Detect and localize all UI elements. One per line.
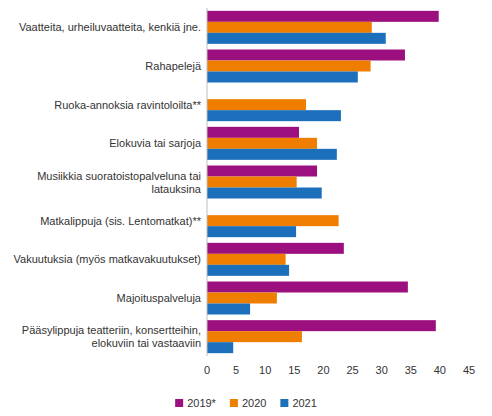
- tick-label: 30: [376, 364, 388, 376]
- bar: [207, 320, 436, 331]
- legend-label: 2020: [242, 397, 266, 409]
- category-label: Vaatteita, urheiluvaatteita, kenkiä jne.: [19, 21, 201, 33]
- bar: [207, 226, 296, 237]
- legend: 2019* 2020 2021: [175, 397, 317, 409]
- tick-label: 10: [259, 364, 271, 376]
- chart: Vaatteita, urheiluvaatteita, kenkiä jne.…: [0, 0, 492, 416]
- bar: [207, 293, 277, 304]
- tick-label: 15: [288, 364, 300, 376]
- category-label: Musiikkia suoratoistopalveluna tailatauk…: [37, 170, 202, 195]
- bar: [207, 61, 371, 72]
- bar: [207, 110, 341, 121]
- bar: [207, 11, 439, 22]
- bar: [207, 215, 339, 226]
- tick-label: 20: [317, 364, 329, 376]
- bar: [207, 149, 337, 160]
- bar: [207, 22, 372, 33]
- bar: [207, 72, 358, 83]
- category-label: Majoituspalveluja: [117, 292, 202, 304]
- bar: [207, 331, 302, 342]
- category-axis: [207, 8, 208, 356]
- tick-label: 0: [204, 364, 210, 376]
- bar: [207, 99, 306, 110]
- category-label: Matkalippuja (sis. Lentomatkat)**: [40, 215, 202, 227]
- bar: [207, 282, 408, 293]
- tick-label: 35: [405, 364, 417, 376]
- category-label: Ruoka-annoksia ravintoloilta**: [54, 99, 201, 111]
- bar: [207, 254, 286, 265]
- bar: [207, 50, 405, 61]
- legend-swatch: [280, 399, 288, 407]
- bar: [207, 342, 233, 353]
- bar: [207, 127, 299, 138]
- legend-swatch: [230, 399, 238, 407]
- legend-swatch: [175, 399, 183, 407]
- bar: [207, 138, 317, 149]
- legend-label: 2021: [292, 397, 316, 409]
- category-label: Rahapelejä: [145, 60, 202, 72]
- category-label: Vakuutuksia (myös matkavakuutukset): [14, 253, 201, 265]
- tick-label: 25: [346, 364, 358, 376]
- legend-label: 2019*: [187, 397, 216, 409]
- category-label: Pääsylippuja teatteriin, konsertteihin,e…: [22, 324, 201, 349]
- bar: [207, 243, 344, 254]
- tick-label: 45: [463, 364, 475, 376]
- bar: [207, 33, 386, 44]
- bar: [207, 304, 250, 315]
- tick-label: 5: [233, 364, 239, 376]
- bar: [207, 265, 289, 276]
- bar: [207, 188, 322, 199]
- tick-label: 40: [434, 364, 446, 376]
- bar: [207, 166, 317, 177]
- category-label: Elokuvia tai sarjoja: [109, 137, 202, 149]
- bar: [207, 177, 297, 188]
- bars: [207, 11, 439, 353]
